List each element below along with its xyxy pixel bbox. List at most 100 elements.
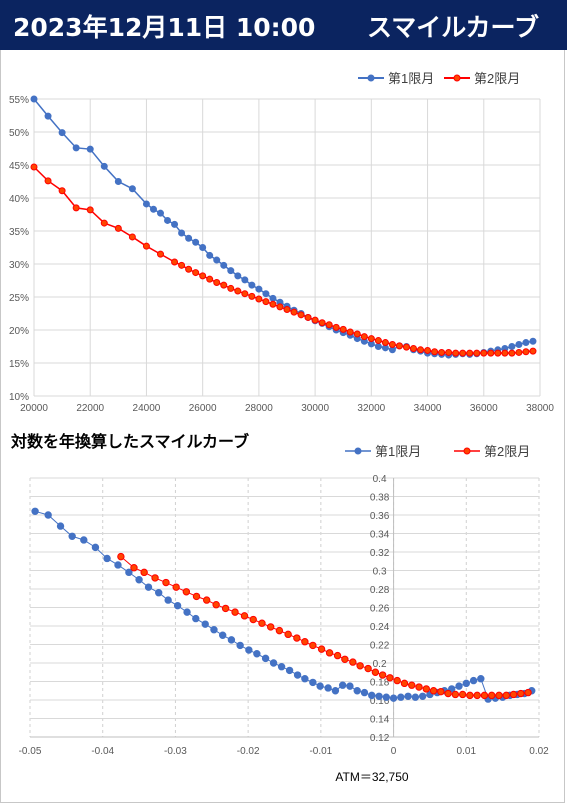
data-point xyxy=(128,185,136,193)
data-point xyxy=(349,658,357,666)
legend-marker xyxy=(354,447,362,455)
data-point xyxy=(202,596,211,604)
data-point xyxy=(231,608,239,616)
data-point xyxy=(402,343,410,351)
data-point xyxy=(382,693,390,701)
data-point xyxy=(469,676,478,685)
data-point xyxy=(451,690,460,699)
data-point xyxy=(346,328,354,336)
chart-frame xyxy=(0,50,565,803)
y-tick-label: 0.22 xyxy=(370,641,390,652)
data-point xyxy=(262,290,270,298)
data-point xyxy=(368,691,376,700)
data-point xyxy=(241,290,249,298)
data-point xyxy=(227,267,235,275)
legend-label: 第2限月 xyxy=(484,444,530,459)
data-point xyxy=(364,664,372,673)
data-point xyxy=(266,623,275,631)
data-point xyxy=(480,691,489,700)
x-tick-label: 26000 xyxy=(189,403,217,414)
header-datetime: 2023年12月11日 10:00 xyxy=(13,13,316,42)
data-point xyxy=(418,692,427,700)
x-tick-label: -0.04 xyxy=(91,746,114,757)
data-point xyxy=(172,583,180,591)
data-point xyxy=(445,348,453,356)
x-tick-label: 28000 xyxy=(245,403,273,414)
x-tick-label: 22000 xyxy=(76,403,104,414)
data-point xyxy=(502,691,510,700)
y-tick-label: 35% xyxy=(9,227,29,238)
data-point xyxy=(142,242,150,250)
y-tick-label: 0.14 xyxy=(370,715,390,726)
y-tick-label: 0.34 xyxy=(370,530,390,541)
data-point xyxy=(339,325,347,333)
data-point xyxy=(269,659,278,667)
data-point xyxy=(522,348,530,356)
data-point xyxy=(529,347,537,355)
data-point xyxy=(522,339,530,347)
data-point xyxy=(258,619,266,627)
y-tick-label: 0.28 xyxy=(370,585,390,596)
data-point xyxy=(309,678,317,687)
data-point xyxy=(388,341,396,349)
data-point xyxy=(44,511,52,519)
x-tick-label: 36000 xyxy=(470,403,498,414)
data-point xyxy=(473,691,481,700)
series-line xyxy=(34,510,532,700)
data-point xyxy=(128,233,136,241)
data-point xyxy=(317,645,326,653)
data-point xyxy=(424,346,432,354)
y-tick-label: 10% xyxy=(9,392,29,403)
data-point xyxy=(199,272,207,280)
data-point xyxy=(395,342,403,350)
data-point xyxy=(411,693,420,701)
data-point xyxy=(455,682,463,690)
data-point xyxy=(253,650,261,658)
data-point xyxy=(218,631,227,639)
data-point xyxy=(183,608,191,616)
data-point xyxy=(31,507,39,515)
data-point xyxy=(241,276,249,284)
x-tick-label: -0.02 xyxy=(237,746,260,757)
data-point xyxy=(415,683,423,691)
header-bar: 2023年12月11日 10:00 スマイルカーブ xyxy=(0,0,567,50)
data-point xyxy=(44,112,52,120)
data-point xyxy=(325,321,333,329)
y-tick-label: 40% xyxy=(9,194,29,205)
data-point xyxy=(173,601,182,610)
data-point xyxy=(410,344,417,352)
data-point xyxy=(480,349,488,357)
log-annualized-chart-title: 対数を年換算したスマイルカーブ xyxy=(11,432,250,451)
data-point xyxy=(199,244,207,251)
data-point xyxy=(458,690,467,699)
data-point xyxy=(182,588,191,596)
data-point xyxy=(324,684,332,692)
data-point xyxy=(487,349,495,357)
data-point xyxy=(331,687,340,695)
data-point xyxy=(103,554,111,563)
data-point xyxy=(301,675,309,683)
y-tick-label: 50% xyxy=(9,128,29,139)
data-point xyxy=(381,339,389,347)
data-point xyxy=(417,346,425,354)
data-point xyxy=(56,522,65,530)
x-tick-label: -0.05 xyxy=(19,746,42,757)
data-point xyxy=(221,604,230,613)
x-tick-label: 24000 xyxy=(133,403,161,414)
data-point xyxy=(155,589,163,597)
data-point xyxy=(508,349,516,357)
data-point xyxy=(227,284,235,292)
data-point xyxy=(171,258,179,266)
data-point xyxy=(301,638,309,646)
data-point xyxy=(341,655,349,663)
data-point xyxy=(293,671,302,679)
data-point xyxy=(86,206,94,214)
data-point xyxy=(462,679,470,688)
data-point xyxy=(220,281,228,289)
data-point xyxy=(164,596,172,604)
data-point xyxy=(438,348,446,356)
y-tick-label: 0.38 xyxy=(370,493,390,504)
data-point xyxy=(206,251,214,259)
data-point xyxy=(283,306,291,314)
